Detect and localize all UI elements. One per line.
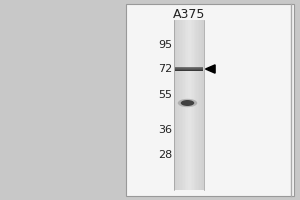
- Bar: [174, 20, 176, 190]
- Bar: [202, 20, 204, 190]
- Bar: [178, 20, 180, 190]
- Text: 72: 72: [158, 64, 172, 74]
- Text: 55: 55: [158, 90, 172, 100]
- Bar: [175, 68, 203, 69]
- Bar: [175, 69, 203, 70]
- Bar: [194, 20, 195, 190]
- Bar: [183, 20, 184, 190]
- Text: A375: A375: [173, 7, 205, 21]
- Bar: [177, 20, 178, 190]
- Text: 95: 95: [158, 40, 172, 50]
- Ellipse shape: [178, 99, 197, 107]
- Bar: [198, 20, 200, 190]
- Bar: [190, 20, 192, 190]
- Bar: [188, 20, 189, 190]
- Bar: [189, 20, 190, 190]
- Bar: [195, 20, 196, 190]
- Bar: [126, 4, 294, 196]
- Bar: [192, 20, 194, 190]
- Bar: [175, 67, 203, 68]
- Bar: [176, 20, 177, 190]
- Bar: [186, 20, 188, 190]
- Ellipse shape: [181, 100, 194, 106]
- Polygon shape: [206, 65, 215, 73]
- Bar: [200, 20, 201, 190]
- Bar: [196, 20, 198, 190]
- Text: 28: 28: [158, 150, 172, 160]
- Bar: [182, 20, 183, 190]
- Bar: [184, 20, 186, 190]
- Bar: [201, 20, 202, 190]
- Bar: [180, 20, 182, 190]
- Text: 36: 36: [158, 125, 172, 135]
- Bar: [175, 70, 203, 71]
